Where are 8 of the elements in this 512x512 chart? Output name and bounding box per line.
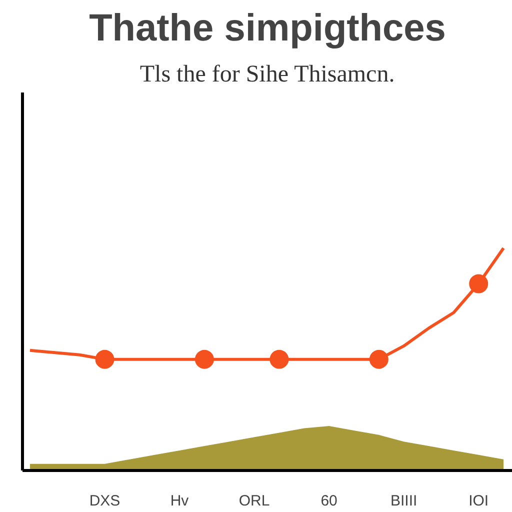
x-tick-label: BIIII	[390, 492, 418, 510]
chart-title: Thathe simpigthces	[89, 8, 446, 50]
x-tick-label: Hv	[170, 492, 190, 510]
chart-subtitle: Tls the for Sihe Thisamcn.	[140, 62, 395, 88]
x-tick-label: 60	[320, 492, 338, 510]
x-tick-label: ORL	[238, 492, 270, 510]
x-tick-label: DXS	[89, 492, 120, 510]
x-tick-label: IOI	[468, 492, 489, 510]
